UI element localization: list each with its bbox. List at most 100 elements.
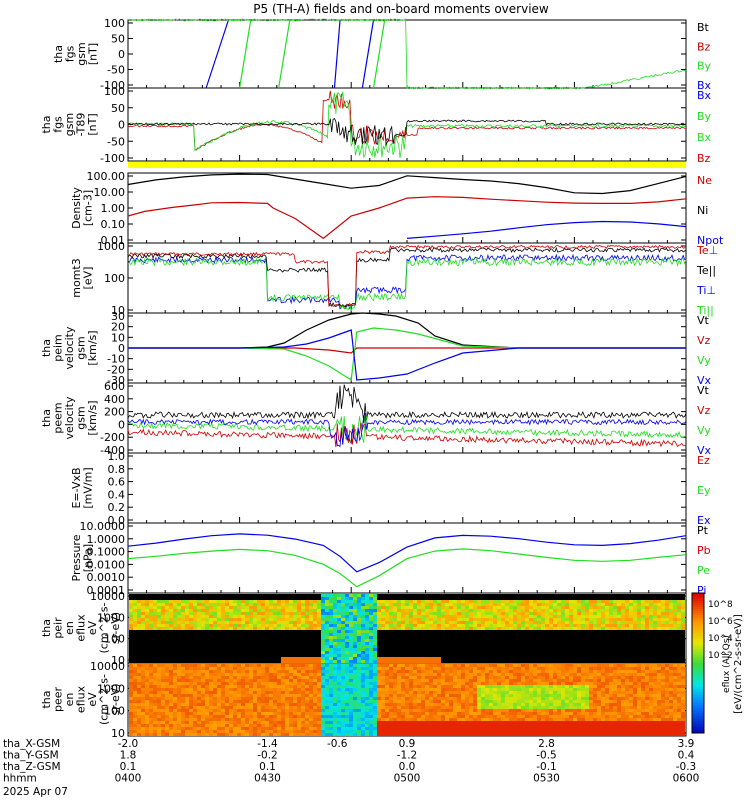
spectrogram-cell: [581, 606, 585, 609]
spectrogram-cell: [589, 660, 593, 663]
spectrogram-cell: [257, 606, 261, 609]
spectrogram-cell: [593, 657, 597, 660]
spectrogram-cell: [317, 636, 321, 639]
spectrogram-cell: [201, 727, 205, 730]
spectrogram-cell: [381, 633, 385, 636]
spectrogram-cell: [273, 630, 277, 633]
spectrogram-cell: [645, 618, 649, 621]
spectrogram-cell: [457, 654, 461, 657]
spectrogram-cell: [441, 621, 445, 624]
y-axis-label: [eV]: [82, 267, 95, 290]
spectrogram-cell: [225, 603, 229, 606]
spectrogram-cell: [277, 597, 281, 600]
spectrogram-cell: [365, 621, 369, 624]
spectrogram-cell: [249, 633, 253, 636]
spectrogram-cell: [681, 651, 685, 654]
spectrogram-cell: [401, 651, 405, 654]
spectrogram-cell: [681, 639, 685, 642]
spectrogram-cell: [501, 597, 505, 600]
spectrogram-cell: [321, 712, 325, 715]
spectrogram-cell: [509, 630, 513, 633]
spectrogram-cell: [345, 606, 349, 609]
spectrogram-cell: [241, 633, 245, 636]
spectrogram-cell: [357, 606, 361, 609]
spectrogram-cell: [245, 594, 249, 597]
spectrogram-cell: [613, 624, 617, 627]
spectrogram-cell: [329, 691, 333, 694]
spectrogram-cell: [601, 606, 605, 609]
spectrogram-cell: [573, 660, 577, 663]
spectrogram-cell: [153, 679, 157, 682]
spectrogram-cell: [205, 612, 209, 615]
spectrogram-cell: [561, 615, 565, 618]
spectrogram-cell: [153, 676, 157, 679]
spectrogram-cell: [521, 660, 525, 663]
spectrogram-cell: [581, 603, 585, 606]
spectrogram-cell: [321, 618, 325, 621]
spectrogram-cell: [281, 691, 285, 694]
spectrogram-cell: [213, 682, 217, 685]
spectrogram-cell: [445, 609, 449, 612]
spectrogram-cell: [185, 624, 189, 627]
spectrogram-cell: [453, 606, 457, 609]
spectrogram-cell: [245, 685, 249, 688]
spectrogram-cell: [369, 594, 373, 597]
spectrogram-cell: [245, 709, 249, 712]
spectrogram-cell: [189, 618, 193, 621]
spectrogram-cell: [321, 703, 325, 706]
spectrogram-cell: [225, 660, 229, 663]
spectrogram-cell: [265, 654, 269, 657]
spectrogram-cell: [449, 618, 453, 621]
spectrogram-cell: [301, 691, 305, 694]
spectrogram-cell: [333, 636, 337, 639]
spectrogram-cell: [153, 594, 157, 597]
spectrogram-cell: [269, 621, 273, 624]
spectrogram-cell: [653, 618, 657, 621]
spectrogram-cell: [161, 639, 165, 642]
spectrogram-cell: [529, 609, 533, 612]
spectrogram-cell: [309, 676, 313, 679]
spectrogram-cell: [421, 645, 425, 648]
spectrogram-cell: [145, 597, 149, 600]
spectrogram-cell: [485, 618, 489, 621]
spectrogram-cell: [505, 618, 509, 621]
spectrogram-cell: [325, 685, 329, 688]
spectrogram-cell: [281, 642, 285, 645]
spectrogram-cell: [413, 639, 417, 642]
spectrogram-cell: [197, 609, 201, 612]
spectrogram-cell: [525, 660, 529, 663]
spectrogram-cell: [549, 612, 553, 615]
spectrogram-cell: [213, 664, 217, 667]
spectrogram-cell: [169, 682, 173, 685]
spectrogram-cell: [609, 615, 613, 618]
spectrogram-cell: [541, 594, 545, 597]
spectrogram-cell: [333, 600, 337, 603]
spectrogram-cell: [517, 660, 521, 663]
spectrogram-cell: [513, 597, 517, 600]
spectrogram-cell: [173, 715, 177, 718]
spectrogram-cell: [141, 642, 145, 645]
spectrogram-cell: [189, 682, 193, 685]
spectrogram-cell: [401, 606, 405, 609]
spectrogram-cell: [229, 627, 233, 630]
spectrogram-cell: [657, 630, 661, 633]
spectrogram-cell: [349, 633, 353, 636]
spectrogram-cell: [213, 603, 217, 606]
spectrogram-cell: [593, 612, 597, 615]
spectrogram-cell: [233, 603, 237, 606]
spectrogram-cell: [653, 639, 657, 642]
spectrogram-cell: [481, 651, 485, 654]
spectrogram-cell: [241, 730, 245, 733]
spectrogram-cell: [201, 703, 205, 706]
spectrogram-cell: [261, 664, 265, 667]
spectrogram-cell: [189, 627, 193, 630]
spectrogram-cell: [361, 615, 365, 618]
spectrogram-cell: [405, 633, 409, 636]
spectrogram-cell: [269, 667, 273, 670]
spectrogram-cell: [369, 654, 373, 657]
spectrogram-cell: [253, 603, 257, 606]
spectrogram-cell: [393, 657, 397, 660]
spectrogram-cell: [253, 664, 257, 667]
spectrogram-cell: [405, 639, 409, 642]
spectrogram-cell: [385, 612, 389, 615]
